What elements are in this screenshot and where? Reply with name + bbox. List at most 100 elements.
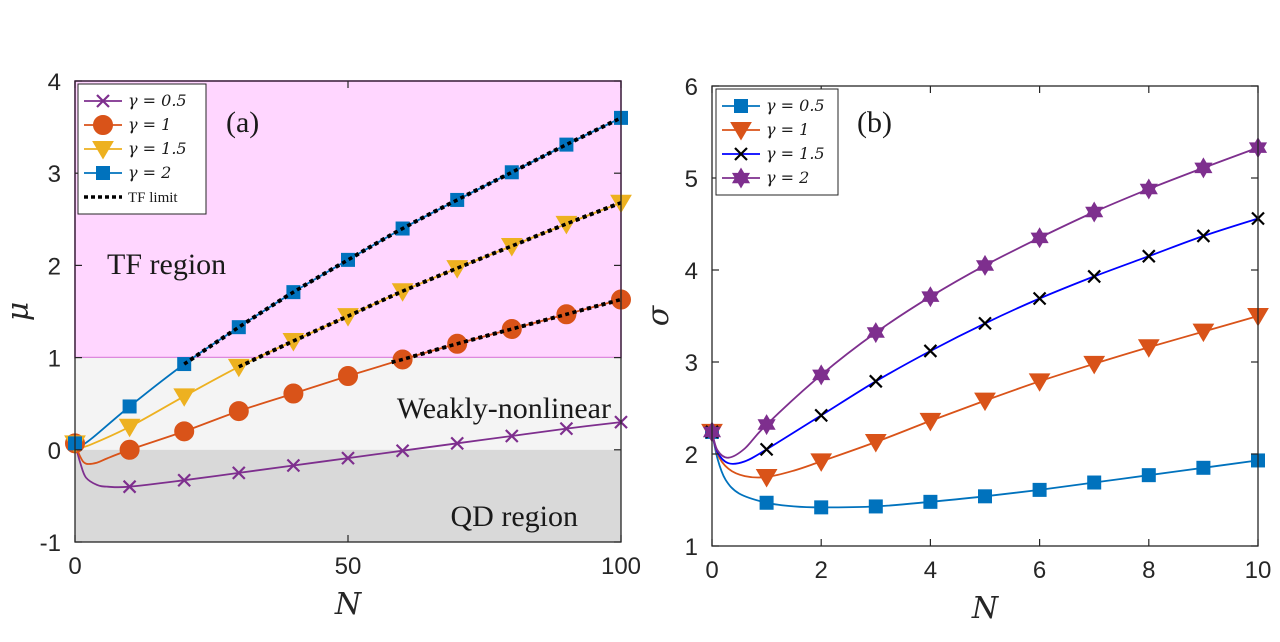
series-gamma-1-5-point	[923, 344, 938, 358]
series-gamma-0-5-point	[759, 495, 774, 510]
panel-label: (a)	[226, 106, 259, 139]
series-gamma-2-point	[812, 364, 831, 386]
series-gamma-1-5-point	[173, 388, 196, 407]
series-gamma-2-point	[975, 254, 995, 276]
region-label-tf-region: TF region	[107, 248, 226, 281]
y-tick-label: 0	[48, 438, 61, 465]
legend-marker-gamma-2	[731, 167, 751, 189]
legend-label: γ = 1.5	[766, 144, 825, 163]
x-tick-label: 0	[68, 553, 81, 580]
series-gamma-1-point	[974, 392, 996, 412]
series-gamma-1-point	[864, 434, 887, 453]
series-gamma-2-point	[1030, 227, 1049, 249]
series-gamma-0-5-point	[286, 458, 301, 473]
series-gamma-0-5-point	[1087, 475, 1102, 490]
series-gamma-0-5-point	[1196, 460, 1211, 475]
x-tick-label: 6	[1033, 557, 1046, 584]
series-gamma-0-5-point	[450, 436, 464, 451]
legend-label: γ = 1.5	[128, 139, 187, 158]
series-gamma-2-line	[711, 146, 1259, 459]
series-gamma-2-point	[1085, 201, 1104, 223]
series-gamma-2-point	[231, 320, 246, 335]
series-gamma-1-5-point	[1032, 291, 1047, 306]
axes-box	[711, 85, 1259, 547]
y-tick-label: -1	[40, 530, 61, 557]
legend-label: TF limit	[128, 190, 178, 206]
legend-marker-gamma-1	[93, 115, 113, 135]
y-tick-label: 1	[685, 534, 698, 561]
legend-label: γ = 0.5	[128, 91, 187, 110]
series-gamma-1-5-point	[869, 374, 883, 389]
series-gamma-1-point	[1192, 323, 1215, 343]
x-axis-label: N	[334, 587, 363, 622]
x-tick-label: 2	[815, 557, 828, 584]
series-gamma-1-point	[501, 319, 522, 340]
series-gamma-1-5-point	[814, 408, 828, 423]
series-gamma-1-point	[1083, 355, 1106, 375]
tf-limit-overlay	[183, 116, 622, 366]
y-tick-label: 2	[48, 253, 61, 280]
legend-marker-gamma-1-5	[92, 141, 114, 160]
legend-label: γ = 0.5	[766, 96, 825, 115]
series-gamma-2-point	[559, 137, 574, 152]
series-gamma-0-5-point	[122, 479, 137, 494]
series-gamma-2-point	[1194, 157, 1213, 179]
series-gamma-1-point	[1028, 373, 1051, 392]
legend-label: γ = 1	[128, 115, 171, 134]
series-gamma-1-5-point	[759, 442, 774, 457]
series-gamma-0-5-point	[395, 443, 410, 458]
series-gamma-0-5-point	[923, 494, 938, 509]
region-label-weakly-nonlinear: Weakly-nonlinear	[397, 392, 611, 425]
series-gamma-1-5-point	[1196, 229, 1211, 243]
series-gamma-2-point	[866, 322, 885, 344]
series-gamma-1-point	[810, 453, 833, 472]
x-tick-label: 100	[601, 553, 641, 580]
series-gamma-0-5-point	[868, 499, 883, 514]
tf-limit-overlay	[238, 201, 622, 369]
y-axis-label: σ	[641, 304, 676, 326]
x-axis-label: N	[971, 591, 1000, 626]
y-tick-label: 6	[685, 74, 698, 101]
series-gamma-2-point	[504, 165, 519, 180]
series-gamma-0-5-point	[978, 489, 992, 504]
series-gamma-0-5-point	[177, 473, 191, 488]
x-tick-label: 0	[705, 557, 718, 584]
legend-label: γ = 1	[766, 120, 809, 139]
tf-limit-overlay	[391, 297, 622, 364]
series-gamma-2-point	[122, 399, 137, 414]
y-tick-label: 1	[48, 346, 61, 373]
legend-marker-gamma-0-5	[96, 94, 110, 108]
region-label-qd-region: QD region	[451, 500, 578, 533]
series-gamma-1-point	[338, 366, 358, 387]
series-gamma-1-point	[228, 401, 249, 422]
series-gamma-1-5-point	[978, 316, 992, 331]
panel-label: (b)	[857, 106, 892, 139]
series-gamma-2-point	[757, 414, 776, 436]
series-gamma-0-5-point	[341, 451, 355, 465]
legend-label: γ = 2	[128, 163, 171, 182]
x-tick-label: 8	[1142, 557, 1155, 584]
series-gamma-0-5-point	[505, 429, 519, 443]
y-tick-label: 4	[685, 258, 698, 285]
y-tick-label: 4	[48, 69, 61, 96]
series-gamma-2-point	[1139, 178, 1158, 200]
series-gamma-1-point	[755, 469, 778, 488]
series-gamma-1-point	[1137, 339, 1160, 358]
y-tick-label: 3	[685, 350, 698, 377]
series-gamma-1-5-point	[227, 358, 250, 378]
legend-marker-gamma-0-5	[734, 99, 748, 113]
legend-label: γ = 2	[766, 168, 809, 187]
region-qd-region	[75, 449, 621, 542]
series-gamma-1-point	[174, 421, 195, 442]
series-gamma-0-5-point	[559, 421, 574, 436]
legend-marker-gamma-1-5	[734, 147, 748, 161]
series-gamma-1-5-point	[1087, 269, 1101, 284]
x-tick-label: 50	[335, 553, 362, 580]
series-gamma-0-5-point	[1032, 482, 1047, 497]
series-gamma-1-point	[119, 439, 140, 460]
y-tick-label: 3	[48, 161, 61, 188]
series-gamma-1-point	[919, 412, 942, 432]
series-gamma-2-point	[921, 286, 940, 308]
series-gamma-1-5-line	[711, 217, 1259, 465]
